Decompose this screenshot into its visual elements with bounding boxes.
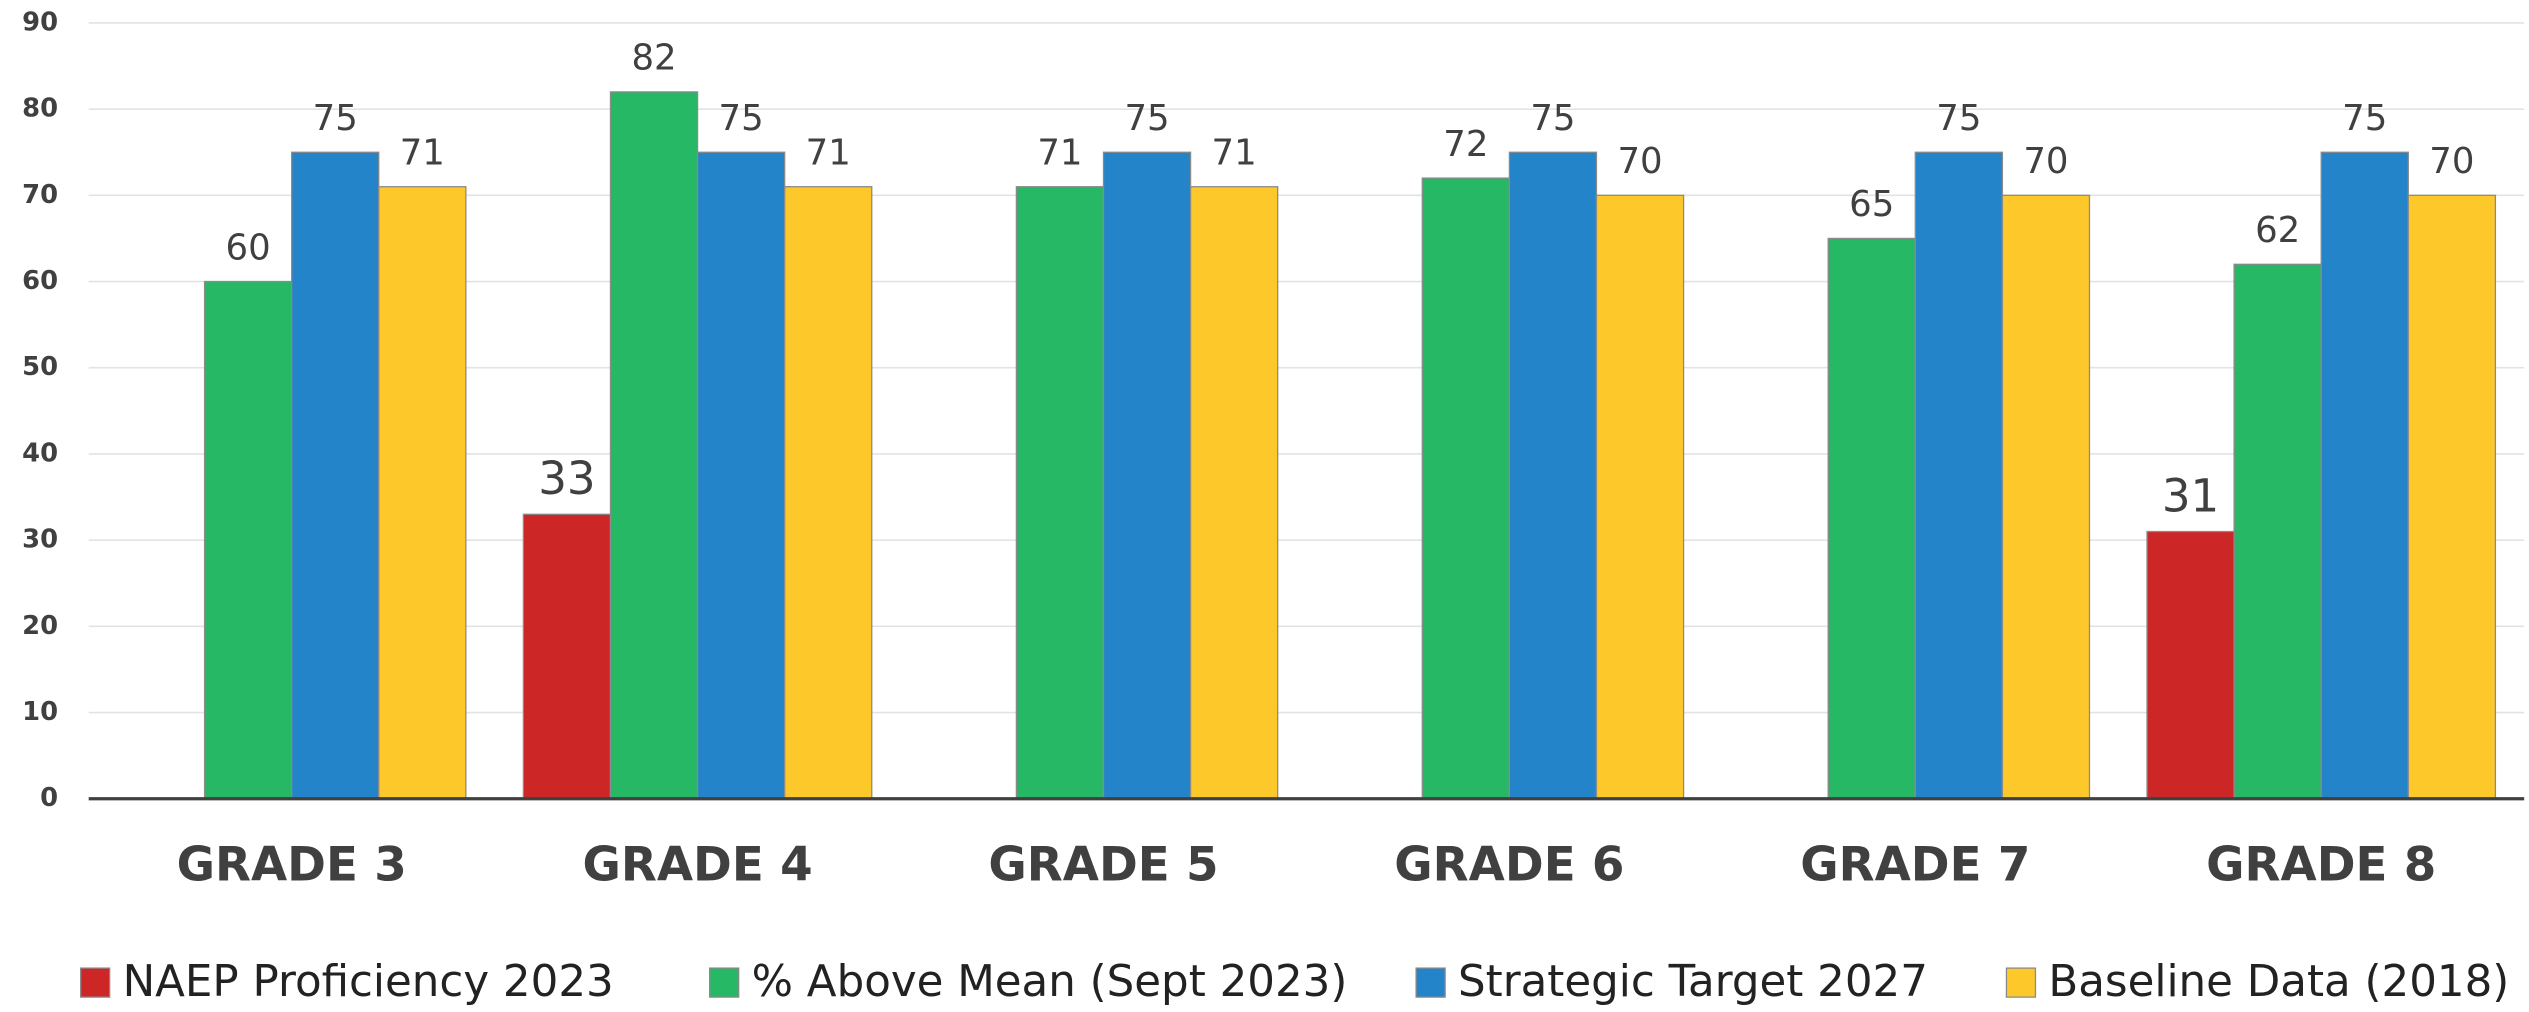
bar xyxy=(696,151,786,800)
data-label: 71 xyxy=(806,132,851,173)
y-tick-label: 60 xyxy=(22,266,58,296)
data-label: 71 xyxy=(1212,132,1257,173)
data-label: 82 xyxy=(631,38,676,79)
bar xyxy=(1015,186,1105,800)
bar xyxy=(378,186,467,800)
data-label: 33 xyxy=(538,452,595,505)
x-tick-label: GRADE 6 xyxy=(1394,839,1624,893)
legend-label: % Above Mean (Sept 2023) xyxy=(752,957,1348,1007)
data-label: 75 xyxy=(719,98,764,139)
y-tick-label: 20 xyxy=(22,611,58,641)
bar xyxy=(1102,151,1192,800)
x-tick-label: GRADE 4 xyxy=(582,839,812,893)
data-label: 70 xyxy=(1617,141,1662,182)
bar xyxy=(203,280,293,800)
y-tick-label: 10 xyxy=(22,697,58,727)
data-label: 60 xyxy=(226,227,271,268)
y-tick-label: 80 xyxy=(22,94,58,124)
data-label: 72 xyxy=(1443,124,1488,165)
data-label: 75 xyxy=(1936,98,1981,139)
y-tick-label: 0 xyxy=(40,783,58,813)
legend-swatch xyxy=(709,967,740,998)
bar xyxy=(1508,151,1598,800)
bar xyxy=(2233,263,2322,800)
legend-label: Strategic Target 2027 xyxy=(1458,957,1928,1007)
y-tick-label: 30 xyxy=(22,525,58,555)
data-label: 65 xyxy=(1849,184,1894,225)
bar xyxy=(1189,186,1279,800)
data-label: 71 xyxy=(400,132,445,173)
bar xyxy=(784,186,873,800)
bar xyxy=(1595,194,1685,800)
y-tick-label: 40 xyxy=(22,438,58,468)
bar xyxy=(2001,194,2091,800)
legend-label: NAEP Proficiency 2023 xyxy=(123,957,614,1007)
legend-label: Baseline Data (2018) xyxy=(2048,957,2509,1007)
x-tick-label: GRADE 8 xyxy=(2206,839,2436,893)
bar xyxy=(291,151,380,800)
x-tick-label: GRADE 5 xyxy=(988,839,1218,893)
bar xyxy=(2407,194,2497,800)
y-tick-label: 90 xyxy=(22,7,58,37)
data-label: 75 xyxy=(1530,98,1575,139)
data-label: 75 xyxy=(313,98,358,139)
bar xyxy=(2146,530,2235,800)
legend-swatch xyxy=(79,967,111,998)
bar xyxy=(2320,151,2409,800)
bar xyxy=(1914,151,2004,800)
bar xyxy=(1421,177,1511,800)
legend-swatch xyxy=(1415,967,1446,998)
data-label: 70 xyxy=(2429,141,2474,182)
data-label: 31 xyxy=(2162,469,2219,522)
bar xyxy=(522,513,612,800)
x-tick-label: GRADE 7 xyxy=(1800,839,2030,893)
bar xyxy=(1827,237,1916,800)
data-label: 70 xyxy=(2023,141,2068,182)
data-label: 75 xyxy=(1124,98,1169,139)
data-label: 62 xyxy=(2255,210,2300,251)
data-label: 75 xyxy=(2342,98,2387,139)
bar xyxy=(609,91,699,800)
legend-swatch xyxy=(2005,967,2037,998)
data-label: 71 xyxy=(1037,132,1082,173)
x-tick-label: GRADE 3 xyxy=(177,839,407,893)
y-tick-label: 50 xyxy=(22,352,58,382)
y-tick-label: 70 xyxy=(22,180,58,210)
